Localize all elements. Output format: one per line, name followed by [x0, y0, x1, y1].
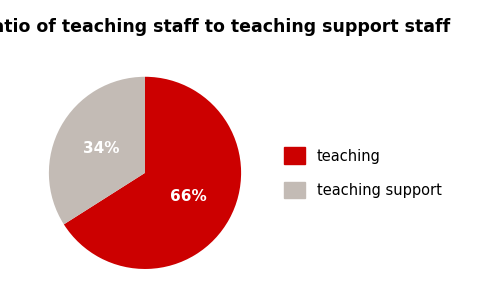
Wedge shape — [64, 77, 241, 269]
Text: 66%: 66% — [170, 190, 207, 205]
Wedge shape — [49, 77, 145, 224]
Text: Ratio of teaching staff to teaching support staff: Ratio of teaching staff to teaching supp… — [0, 18, 450, 35]
Text: 34%: 34% — [83, 141, 120, 156]
Legend: teaching, teaching support: teaching, teaching support — [284, 147, 442, 198]
